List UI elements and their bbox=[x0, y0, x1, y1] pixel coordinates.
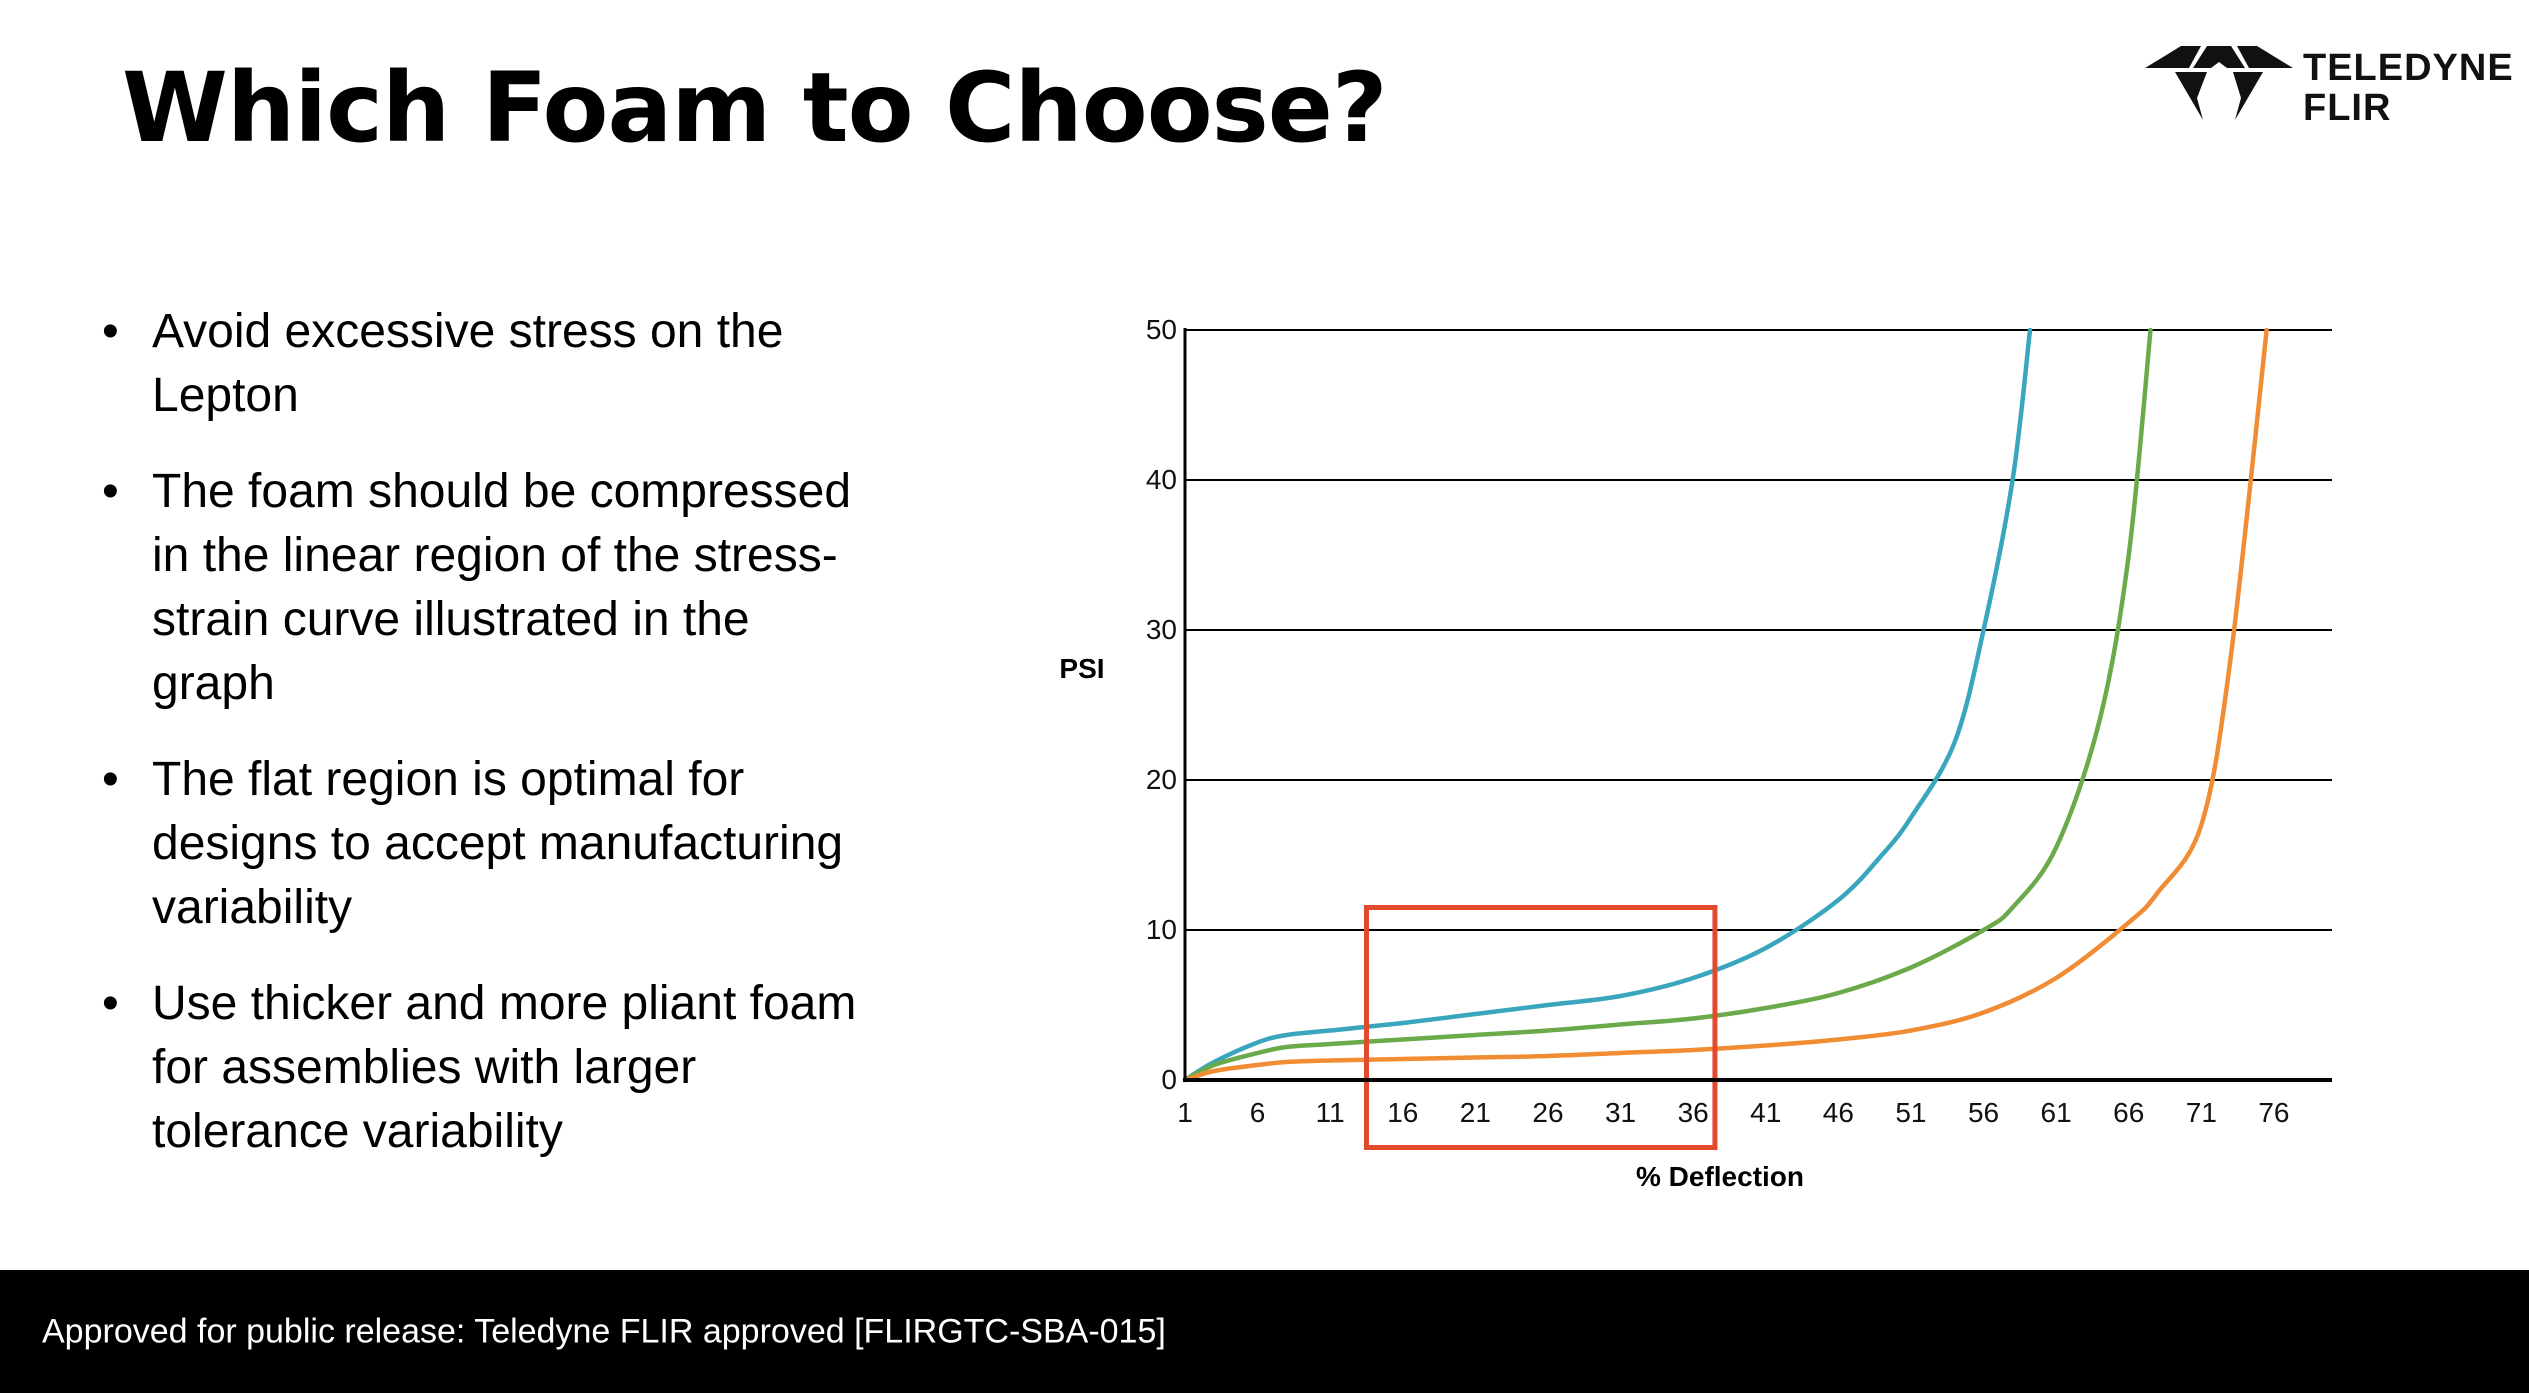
x-tick-label: 76 bbox=[2258, 1097, 2289, 1128]
y-tick-label: 0 bbox=[1161, 1064, 1177, 1095]
x-tick-label: 36 bbox=[1678, 1097, 1709, 1128]
y-axis-label: PSI bbox=[1059, 653, 1104, 684]
y-tick-label: 20 bbox=[1146, 764, 1177, 795]
x-tick-label: 46 bbox=[1823, 1097, 1854, 1128]
x-tick-label: 26 bbox=[1532, 1097, 1563, 1128]
footer-text: Approved for public release: Teledyne FL… bbox=[42, 1312, 1166, 1350]
y-tick-label: 30 bbox=[1146, 614, 1177, 645]
x-axis-label: % Deflection bbox=[1636, 1161, 1804, 1192]
bullet-list: Avoid excessive stress on the Lepton The… bbox=[100, 300, 860, 1196]
y-tick-label: 40 bbox=[1146, 464, 1177, 495]
x-tick-label: 21 bbox=[1460, 1097, 1491, 1128]
teledyne-flir-logo: TELEDYNE FLIR bbox=[2145, 46, 2513, 136]
series-layer bbox=[1182, 327, 2269, 1083]
x-tick-label: 51 bbox=[1895, 1097, 1926, 1128]
x-tick-label: 1 bbox=[1177, 1097, 1193, 1128]
bullet-item: Use thicker and more pliant foam for ass… bbox=[100, 972, 860, 1164]
series-line bbox=[1182, 327, 2269, 1083]
bullet-item: The foam should be compressed in the lin… bbox=[100, 460, 860, 716]
x-tick-label: 61 bbox=[2041, 1097, 2072, 1128]
highlight-layer bbox=[1363, 905, 1718, 1150]
highlight-box bbox=[1363, 905, 1718, 1150]
x-tick-label: 71 bbox=[2186, 1097, 2217, 1128]
series-line bbox=[1182, 327, 2033, 1083]
x-tick-label: 6 bbox=[1250, 1097, 1266, 1128]
x-tick-label: 11 bbox=[1316, 1097, 1345, 1128]
grid-layer bbox=[1185, 329, 2332, 931]
series-line bbox=[1182, 327, 2153, 1083]
bullet-item: The flat region is optimal for designs t… bbox=[100, 748, 860, 940]
y-tick-label: 10 bbox=[1146, 914, 1177, 945]
logo-line-2: FLIR bbox=[2303, 87, 2392, 129]
teledyne-logo-mark-icon bbox=[2145, 46, 2293, 120]
footer-bar: Approved for public release: Teledyne FL… bbox=[0, 1270, 2529, 1393]
x-tick-label: 41 bbox=[1750, 1097, 1781, 1128]
x-tick-label: 66 bbox=[2113, 1097, 2144, 1128]
x-tick-label: 16 bbox=[1387, 1097, 1418, 1128]
x-tick-label: 31 bbox=[1605, 1097, 1636, 1128]
slide-title: Which Foam to Choose? bbox=[122, 52, 1388, 164]
y-tick-label: 50 bbox=[1146, 314, 1177, 345]
x-tick-label: 56 bbox=[1968, 1097, 1999, 1128]
logo-wordmark: TELEDYNE FLIR bbox=[2303, 48, 2514, 128]
logo-line-1: TELEDYNE bbox=[2303, 47, 2514, 89]
bullet-item: Avoid excessive stress on the Lepton bbox=[100, 300, 860, 428]
